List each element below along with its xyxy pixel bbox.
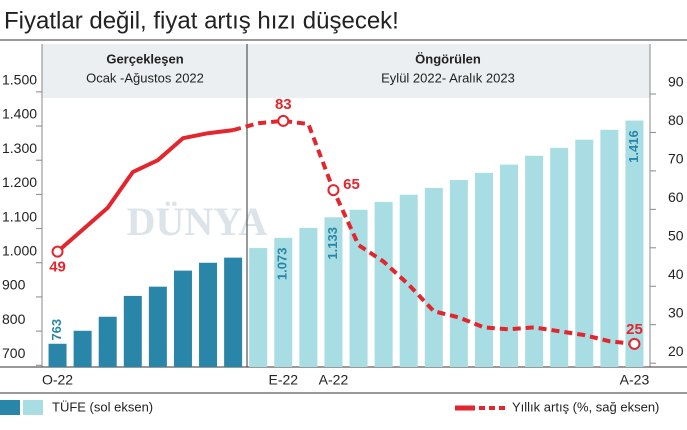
y2-tick-label: 80 (668, 112, 684, 128)
y-tick-label: 700 (2, 345, 26, 361)
line-value-label: 65 (343, 176, 360, 193)
y-tick-label: 1.300 (2, 140, 37, 156)
chart-title: Fiyatlar değil, fiyat artış hızı düşecek… (4, 7, 399, 34)
y2-tick-label: 70 (668, 151, 684, 167)
bar (525, 155, 544, 367)
line-value-label: 25 (626, 321, 643, 338)
line-value-label: 49 (49, 259, 66, 276)
bar (349, 209, 368, 367)
y2-tick-label: 90 (668, 74, 684, 90)
y-tick-label: 1.500 (2, 72, 37, 88)
bar (299, 227, 318, 367)
bar-value-label: 763 (49, 319, 64, 341)
bar (550, 147, 569, 367)
bar (500, 164, 519, 367)
y-tick-label: 1.200 (2, 174, 37, 190)
period-name: Gerçekleşen (106, 51, 183, 66)
bar (399, 194, 418, 367)
bar (224, 257, 243, 367)
bar (148, 286, 167, 367)
bar (123, 295, 142, 367)
period-range: Ocak -Ağustos 2022 (86, 70, 204, 85)
x-tick-label: A-23 (620, 372, 650, 388)
bar (73, 330, 92, 367)
header-band (42, 44, 650, 98)
y-tick-label: 1.400 (2, 106, 37, 122)
watermark: DÜNYA (127, 199, 268, 244)
bar (600, 129, 619, 367)
legend-swatch (23, 400, 43, 415)
y-tick-label: 1.000 (2, 242, 37, 258)
bar-value-label: 1.073 (275, 248, 290, 281)
legend-label: TÜFE (sol eksen) (52, 399, 153, 414)
bar (575, 139, 594, 367)
bar (474, 172, 493, 367)
x-tick-label: A-22 (319, 372, 349, 388)
y-tick-label: 800 (2, 311, 26, 327)
bar (324, 217, 343, 367)
bar (48, 343, 67, 367)
y2-tick-label: 30 (668, 304, 684, 320)
y2-tick-label: 50 (668, 228, 684, 244)
y2-tick-label: 60 (668, 189, 684, 205)
y-tick-label: 900 (2, 277, 26, 293)
bar (249, 248, 268, 367)
bar-value-label: 1.416 (626, 130, 641, 163)
y2-tick-label: 20 (668, 343, 684, 359)
x-tick-label: O-22 (42, 372, 73, 388)
line-marker (277, 114, 290, 127)
bar (274, 237, 293, 367)
bar (173, 270, 192, 367)
bar (424, 187, 443, 367)
line (232, 118, 635, 346)
legend-label: Yıllık artış (%, sağ eksen) (512, 399, 659, 414)
line (56, 128, 234, 254)
y2-tick-label: 40 (668, 266, 684, 282)
period-name: Öngörülen (415, 51, 481, 66)
bar (374, 201, 393, 367)
line-marker (51, 245, 64, 258)
period-range: Eylül 2022- Aralık 2023 (381, 70, 515, 85)
y-tick-label: 1.100 (2, 208, 37, 224)
line-marker (327, 184, 340, 197)
x-tick-label: E-22 (269, 372, 299, 388)
bar (199, 262, 218, 367)
bar (449, 180, 468, 367)
legend-swatch (0, 400, 20, 415)
line-value-label: 83 (275, 96, 292, 113)
bar (625, 120, 644, 368)
bar (98, 316, 117, 367)
bar-value-label: 1.133 (325, 227, 340, 260)
line-marker (628, 337, 641, 350)
